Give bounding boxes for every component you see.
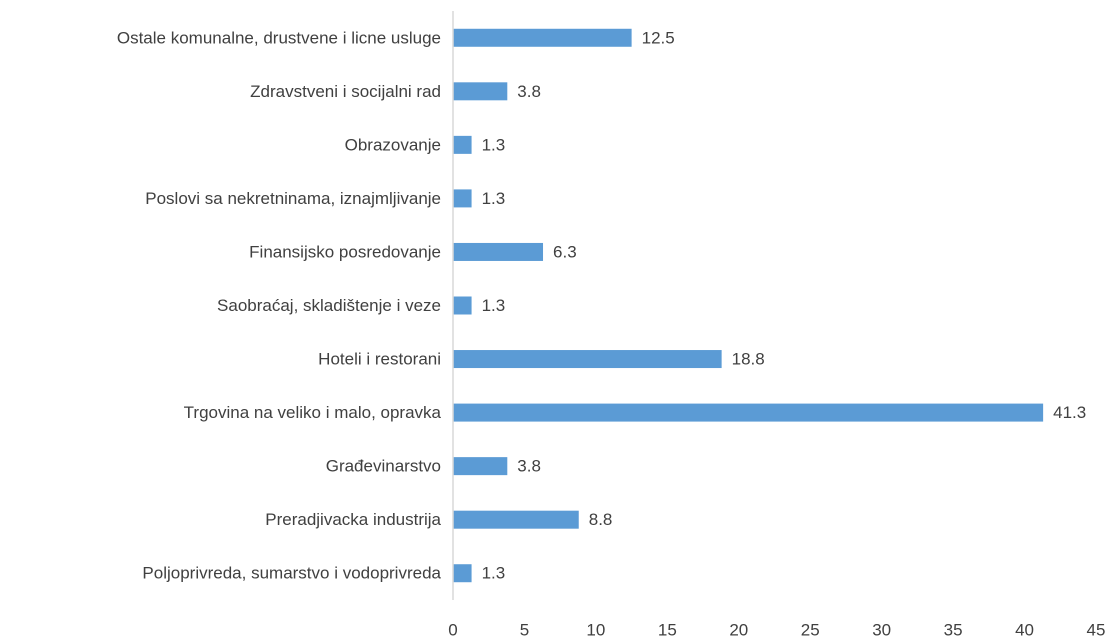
- y-tick-label: Saobraćaj, skladištenje i veze: [217, 296, 441, 315]
- y-tick-label: Hoteli i restorani: [318, 350, 441, 369]
- bar: [453, 135, 472, 154]
- y-tick-label: Poljoprivreda, sumarstvo i vodoprivreda: [142, 564, 441, 583]
- bar: [453, 403, 1044, 422]
- bar: [453, 457, 508, 476]
- value-label: 3.8: [517, 457, 541, 476]
- y-tick-label: Ostale komunalne, drustvene i licne uslu…: [117, 28, 441, 47]
- y-tick-label: Građevinarstvo: [326, 457, 441, 476]
- x-tick-label: 20: [729, 620, 748, 639]
- value-label: 8.8: [589, 510, 613, 529]
- bar: [453, 28, 632, 47]
- y-tick-label: Preradjivacka industrija: [265, 510, 441, 529]
- bar: [453, 82, 508, 101]
- y-tick-label: Obrazovanje: [345, 135, 441, 154]
- value-label: 1.3: [482, 564, 506, 583]
- x-tick-label: 25: [801, 620, 820, 639]
- y-tick-label: Poslovi sa nekretninama, iznajmljivanje: [145, 189, 441, 208]
- value-label: 1.3: [482, 189, 506, 208]
- x-tick-label: 10: [586, 620, 605, 639]
- x-tick-label: 45: [1087, 620, 1106, 639]
- x-tick-label: 5: [520, 620, 529, 639]
- y-tick-label: Zdravstveni i socijalni rad: [250, 82, 441, 101]
- y-tick-label: Trgovina na veliko i malo, opravka: [184, 403, 442, 422]
- value-label: 1.3: [482, 296, 506, 315]
- x-tick-label: 40: [1015, 620, 1034, 639]
- value-label: 12.5: [642, 28, 675, 47]
- x-tick-label: 35: [944, 620, 963, 639]
- value-label: 1.3: [482, 135, 506, 154]
- y-tick-label: Finansijsko posredovanje: [249, 242, 441, 261]
- value-label: 6.3: [553, 242, 577, 261]
- bar: [453, 296, 472, 315]
- x-tick-label: 30: [872, 620, 891, 639]
- bar: [453, 350, 722, 369]
- value-label: 3.8: [517, 82, 541, 101]
- bar: [453, 189, 472, 208]
- bar: [453, 510, 579, 529]
- value-label: 41.3: [1053, 403, 1086, 422]
- x-tick-label: 15: [658, 620, 677, 639]
- bar: [453, 564, 472, 583]
- bar: [453, 242, 544, 261]
- x-tick-label: 0: [448, 620, 457, 639]
- value-label: 18.8: [732, 350, 765, 369]
